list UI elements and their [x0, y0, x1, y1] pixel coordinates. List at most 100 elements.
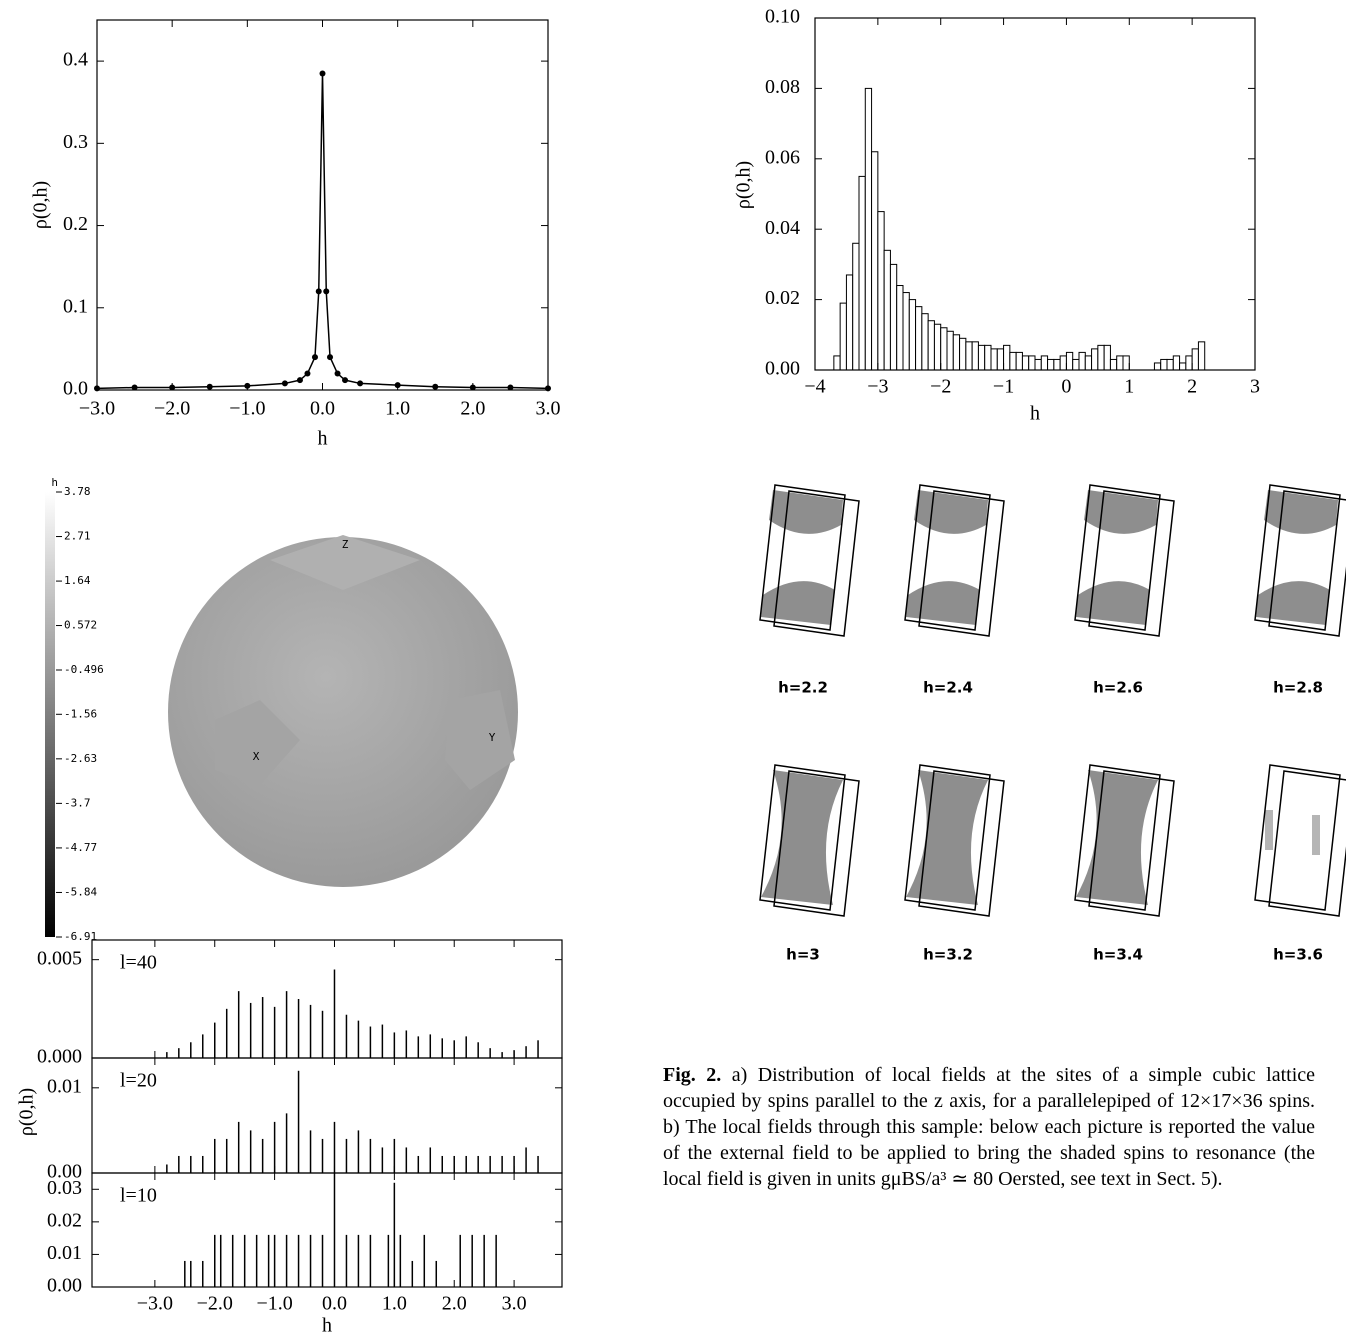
- y-tick-label: 0.000: [37, 1046, 82, 1068]
- data-point: [304, 370, 311, 377]
- bar: [927, 320, 935, 371]
- sphere-axis-label: Z: [342, 538, 349, 551]
- cube-outline: [1074, 484, 1175, 637]
- x-tick-label: −2.0: [197, 1293, 233, 1315]
- x-tick-label: −1.0: [256, 1293, 292, 1315]
- bar: [1185, 355, 1193, 371]
- plot-frame: [814, 17, 1256, 371]
- bar: [921, 313, 929, 371]
- bar: [1166, 358, 1174, 371]
- data-point: [342, 377, 349, 384]
- bar: [883, 249, 891, 371]
- cube-label: h=3.2: [923, 946, 973, 964]
- cube-shade: [1265, 810, 1273, 850]
- bar: [864, 87, 873, 371]
- cube-shade: [906, 770, 988, 905]
- bar: [1179, 362, 1187, 371]
- data-point: [311, 354, 318, 361]
- bar: [1160, 358, 1168, 371]
- x-tick-label: −3.0: [137, 1293, 173, 1315]
- cube-outline: [759, 484, 860, 637]
- sphere: [168, 537, 518, 887]
- x-tick-label: 1.0: [385, 398, 410, 420]
- x-axis-label: h: [1030, 403, 1040, 425]
- panel-label: l=20: [120, 1070, 157, 1092]
- x-tick-label: −3.0: [79, 398, 115, 420]
- bar: [1091, 348, 1099, 371]
- data-point: [432, 383, 439, 390]
- bar: [1172, 355, 1181, 371]
- data-line: [96, 73, 549, 390]
- colorbar-tick-label: 1.64: [64, 574, 91, 587]
- bar: [1153, 362, 1162, 371]
- bar: [877, 211, 885, 371]
- data-point: [469, 384, 476, 391]
- colorbar-tick-label: -3.7: [64, 796, 91, 809]
- data-point: [507, 384, 514, 391]
- bar: [1059, 355, 1067, 371]
- bar: [1078, 351, 1086, 371]
- cube-outline: [1254, 764, 1346, 917]
- sphere-facet: [270, 535, 420, 590]
- colorbar-tick-label: 0.572: [64, 619, 97, 632]
- bar: [1021, 355, 1030, 371]
- bar: [1053, 358, 1061, 371]
- x-tick-label: 3.0: [502, 1293, 527, 1315]
- bar: [1097, 344, 1105, 371]
- cube-shade: [1312, 815, 1320, 855]
- x-tick-label: 2.0: [460, 398, 485, 420]
- y-tick-label: 0.01: [47, 1242, 82, 1264]
- cube-label: h=2.4: [923, 679, 973, 697]
- data-point: [327, 354, 334, 361]
- x-tick-label: 1: [1124, 376, 1134, 398]
- colorbar-tick-label: 3.78: [64, 485, 91, 498]
- data-point: [323, 288, 330, 295]
- data-point: [94, 385, 100, 392]
- cube-outline: [1074, 764, 1175, 917]
- y-tick-label: 0.1: [63, 295, 88, 317]
- x-axis-label: h: [318, 428, 328, 450]
- bar: [933, 323, 942, 371]
- data-point: [334, 370, 341, 377]
- plot-frame: [91, 1172, 563, 1288]
- data-point: [169, 384, 176, 391]
- colorbar: [45, 492, 55, 937]
- cube-label: h=3: [786, 946, 820, 964]
- bar: [833, 355, 841, 371]
- y-tick-label: 0.3: [63, 131, 88, 153]
- y-tick-label: 0.01: [47, 1075, 82, 1097]
- plot-frame: [91, 939, 563, 1059]
- data-point: [131, 384, 138, 391]
- sphere-axis-label: Y: [489, 731, 496, 744]
- cube-shade: [1076, 770, 1158, 905]
- y-tick-label: 0.08: [765, 76, 800, 98]
- y-tick-label: 0.005: [37, 947, 82, 969]
- y-axis-label: ρ(0,h): [733, 161, 755, 209]
- bar: [1034, 358, 1042, 371]
- cube-label: h=2.2: [778, 679, 828, 697]
- y-tick-label: 0.0: [63, 378, 88, 400]
- colorbar-tick-label: -2.63: [64, 752, 97, 765]
- cube-shade: [1256, 581, 1330, 625]
- bar: [990, 348, 998, 371]
- x-tick-label: 2: [1187, 376, 1197, 398]
- bar: [839, 302, 847, 371]
- y-tick-label: 0.2: [63, 213, 88, 235]
- x-tick-label: 0: [1061, 376, 1071, 398]
- bar: [971, 341, 979, 371]
- bar: [1084, 355, 1093, 371]
- bar: [1040, 355, 1049, 371]
- y-tick-label: 0.10: [765, 6, 800, 28]
- colorbar-tick-label: -6.91: [64, 930, 97, 943]
- sphere-facet: [215, 700, 300, 785]
- bar: [896, 285, 904, 371]
- cube-label: h=3.6: [1273, 946, 1323, 964]
- cube-outline: [759, 764, 860, 917]
- colorbar-tick-label: -4.77: [64, 841, 97, 854]
- x-tick-label: 1.0: [382, 1293, 407, 1315]
- cube-shade: [906, 581, 980, 625]
- x-tick-label: 2.0: [442, 1293, 467, 1315]
- data-point: [319, 70, 326, 77]
- y-tick-label: 0.02: [765, 287, 800, 309]
